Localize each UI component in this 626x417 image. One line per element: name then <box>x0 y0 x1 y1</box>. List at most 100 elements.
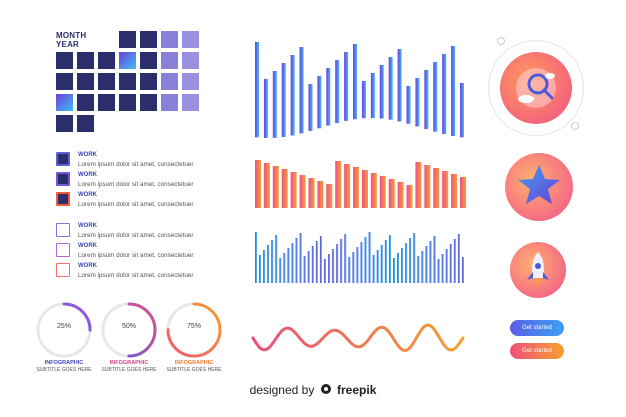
decor-bar <box>353 167 360 208</box>
decor-bar <box>303 256 306 283</box>
badge-ring <box>488 40 584 136</box>
calendar-cell <box>56 52 73 69</box>
decor-bar <box>299 175 306 208</box>
calendar-cell <box>119 31 136 48</box>
decor-bar <box>401 248 404 283</box>
decor-bar <box>437 259 440 283</box>
decor-bar <box>388 179 395 208</box>
decor-bar <box>457 234 460 283</box>
decor-bar <box>388 235 391 283</box>
calendar-cell <box>161 52 178 69</box>
decor-bar <box>361 81 366 119</box>
decor-bar <box>397 49 402 122</box>
calendar-cell <box>161 31 178 48</box>
badge-dot <box>571 122 579 130</box>
decor-bar <box>433 236 436 283</box>
legend-desc: Lorem ipsum dolor sit amet, consectetuer <box>78 232 194 239</box>
decor-bar <box>344 164 351 208</box>
decor-bar <box>364 237 367 283</box>
calendar-cell <box>182 52 199 69</box>
decor-bar <box>356 247 359 283</box>
decor-bar <box>376 250 379 283</box>
rocket-badge <box>510 242 566 298</box>
decor-bar <box>308 178 315 208</box>
decor-bar <box>460 83 464 138</box>
decor-bar <box>460 177 466 208</box>
decor-bar <box>328 254 331 283</box>
calendar-title: MONTH YEAR <box>56 31 116 49</box>
legend-desc: Lorem ipsum dolor sit amet, consectetuer <box>78 252 194 259</box>
legend-swatch <box>56 192 70 206</box>
decor-bar <box>340 239 343 283</box>
decor-bar <box>259 255 262 283</box>
calendar-cell <box>161 73 178 90</box>
legend-item: WORK Lorem ipsum dolor sit amet, consect… <box>56 192 216 216</box>
get-started-button-orange[interactable]: Get started <box>510 343 564 359</box>
calendar-cell <box>140 52 157 69</box>
legend-desc: Lorem ipsum dolor sit amet, consectetuer <box>78 161 194 168</box>
decor-bar <box>291 243 294 283</box>
decor-bar <box>295 238 298 283</box>
decor-bar <box>442 171 449 208</box>
footer-prefix: designed by <box>249 383 315 397</box>
decor-bar <box>415 162 422 208</box>
footer-brand: freepik <box>337 383 377 397</box>
decor-bar <box>344 52 349 121</box>
decor-bar <box>290 172 297 208</box>
decor-bar <box>281 63 286 138</box>
decor-bar <box>409 238 412 283</box>
calendar-cell <box>77 94 94 111</box>
calendar-cell <box>119 52 136 69</box>
decor-bar <box>326 68 331 126</box>
calendar-title-year: YEAR <box>56 40 80 49</box>
legend-item: WORK Lorem ipsum dolor sit amet, consect… <box>56 243 216 267</box>
decor-bar <box>397 253 400 283</box>
calendar-cell <box>56 94 73 111</box>
decor-bar <box>445 249 448 283</box>
decor-bar <box>281 169 288 208</box>
decor-bar <box>441 254 444 283</box>
decor-bar <box>324 259 326 283</box>
decor-bar <box>326 184 333 208</box>
decor-bar <box>449 244 452 283</box>
decor-bar <box>319 236 322 283</box>
decor-bar <box>317 181 324 208</box>
decor-bar <box>413 233 416 283</box>
donut-subtitle: SUBTITLE GOES HERE <box>36 367 92 373</box>
decor-bar <box>360 242 363 283</box>
legend-swatch <box>56 223 70 237</box>
decor-bar <box>332 249 335 283</box>
calendar-cell <box>77 115 94 132</box>
decor-bar <box>335 161 342 208</box>
badge-dot <box>497 37 505 45</box>
decor-bar <box>406 86 411 124</box>
legend-swatch <box>56 152 70 166</box>
decor-bar <box>290 55 295 136</box>
donut-chart: 50% <box>99 300 159 360</box>
calendar-cell <box>119 94 136 111</box>
legend-desc: Lorem ipsum dolor sit amet, consectetuer <box>78 201 194 208</box>
get-started-button-blue[interactable]: Get started <box>510 320 564 336</box>
calendar-grid <box>56 31 202 132</box>
decor-bar <box>406 185 413 208</box>
decor-bar <box>255 232 257 283</box>
decor-bar <box>379 176 386 208</box>
donut-value: 75% <box>186 323 201 330</box>
donut-ring <box>36 302 92 358</box>
legend-title: WORK <box>78 243 97 249</box>
calendar-title-month: MONTH <box>56 31 87 40</box>
legend-swatch <box>56 172 70 186</box>
decor-bar <box>283 253 286 283</box>
decor-bar <box>275 235 278 283</box>
star-icon <box>518 165 560 204</box>
calendar-cell <box>182 94 199 111</box>
wave-line <box>251 323 465 353</box>
calendar-cell <box>182 73 199 90</box>
calendar-cell <box>182 31 199 48</box>
calendar-cell <box>98 52 115 69</box>
decor-bar <box>380 245 383 283</box>
calendar-cell <box>77 73 94 90</box>
legend-title: WORK <box>78 172 97 178</box>
decor-bar <box>307 251 310 283</box>
decor-bar <box>393 258 395 283</box>
